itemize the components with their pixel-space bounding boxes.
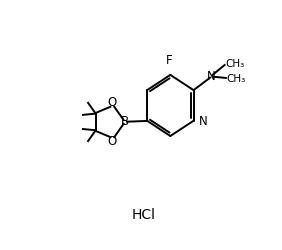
Text: CH₃: CH₃ [227, 74, 246, 84]
Text: O: O [108, 96, 117, 109]
Text: CH₃: CH₃ [226, 59, 245, 69]
Text: N: N [207, 70, 216, 83]
Text: HCl: HCl [131, 208, 155, 222]
Text: B: B [121, 116, 129, 128]
Text: O: O [108, 135, 117, 148]
Text: F: F [166, 54, 172, 67]
Text: N: N [199, 116, 208, 128]
